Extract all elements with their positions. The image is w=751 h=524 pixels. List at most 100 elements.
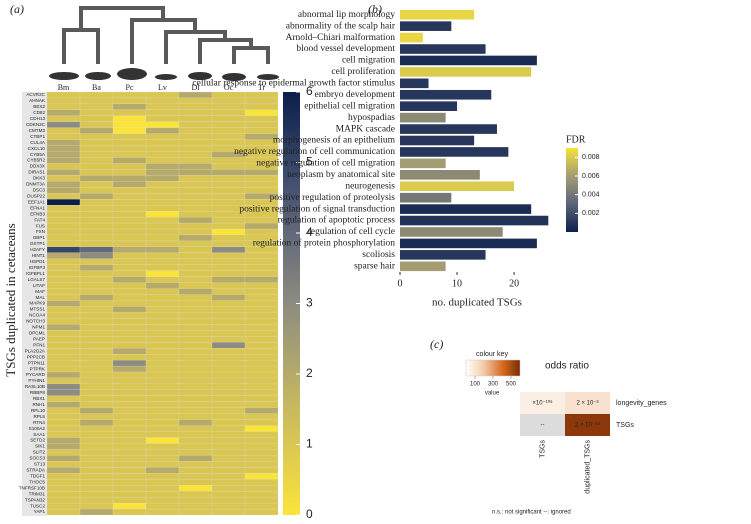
heatmap-cell — [145, 234, 180, 242]
heatmap-cell — [46, 348, 81, 355]
heatmap-cell — [244, 282, 279, 289]
row-label: NCOA4 — [29, 313, 45, 318]
heatmap-cell — [79, 497, 114, 504]
chart-title: odds ratio — [545, 361, 589, 372]
heatmap-cell — [178, 157, 213, 164]
column-label: TSGs — [539, 440, 546, 458]
heatmap-cell — [46, 336, 81, 343]
heatmap-cell — [112, 115, 147, 122]
row-label: BEX2 — [33, 104, 45, 109]
heatmap-cell — [178, 508, 213, 516]
y-tick-label: negative regulation of cell communicatio… — [234, 146, 395, 157]
heatmap-cell — [145, 508, 180, 516]
heatmap-cell — [244, 300, 279, 307]
heatmap-cell — [46, 443, 81, 450]
heatmap-cell — [46, 359, 81, 367]
heatmap-cell — [112, 193, 147, 200]
heatmap-cell — [244, 222, 279, 230]
heatmap-cell — [145, 294, 180, 301]
heatmap-cell — [244, 276, 279, 283]
heatmap-cell — [46, 425, 81, 432]
heatmap-cell — [79, 336, 114, 343]
heatmap-cell — [145, 222, 180, 230]
heatmap-cell — [112, 449, 147, 456]
row-label: MAPK9 — [29, 301, 45, 306]
heatmap-cell — [112, 479, 147, 486]
heatmap-cell — [112, 497, 147, 504]
heatmap-cell — [178, 413, 213, 420]
heatmap-cell — [112, 425, 147, 432]
heatmap-cell — [244, 413, 279, 420]
heatmap-cell — [211, 461, 246, 468]
heatmap-cell — [145, 103, 180, 110]
heatmap-cell — [211, 91, 246, 99]
heatmap-cell — [145, 169, 180, 176]
row-label: STRADA — [26, 468, 46, 473]
heatmap-cell — [46, 312, 81, 319]
heatmap-cell — [145, 461, 180, 468]
heatmap-cell — [178, 270, 213, 277]
heatmap-cell — [79, 246, 114, 253]
heatmap-cell — [178, 127, 213, 134]
heatmap-cell — [79, 145, 114, 152]
y-tick-label: positive regulation of proteolysis — [270, 192, 396, 203]
heatmap-cell — [46, 371, 81, 379]
heatmap-cell — [79, 252, 114, 259]
note: n.s.: not significant --: ignored — [492, 510, 571, 516]
heatmap-cell — [46, 330, 81, 337]
heatmap-cell — [178, 443, 213, 450]
heatmap-cell — [79, 151, 114, 158]
row-label: HSPD1 — [30, 259, 46, 264]
heatmap-cell — [112, 354, 147, 361]
heatmap-cell — [46, 258, 81, 265]
heatmap-cell — [46, 240, 81, 248]
heatmap-cell — [244, 467, 279, 474]
heatmap-cell — [145, 109, 180, 116]
heatmap-cell — [79, 324, 114, 331]
row-label: PFN1 — [33, 342, 45, 347]
cell-label: 2 × 10⁻⁸⁸ — [575, 422, 601, 429]
row-label: FXN — [36, 229, 45, 234]
heatmap-cell — [46, 222, 81, 230]
heatmap-cell — [79, 121, 114, 128]
heatmap-cell — [211, 294, 246, 301]
heatmap-cell — [79, 419, 114, 426]
heatmap-cell — [112, 377, 147, 385]
heatmap-cell — [79, 139, 114, 146]
heatmap-cell — [211, 193, 246, 200]
row-label: MTSS1 — [30, 307, 46, 312]
heatmap-cell — [145, 354, 180, 361]
heatmap-cell — [211, 377, 246, 385]
legend-title: FDR — [566, 134, 586, 145]
heatmap-cell — [178, 169, 213, 176]
heatmap-cell — [46, 383, 81, 390]
heatmap-cell — [178, 109, 213, 116]
y-tick-label: neurogenesis — [345, 181, 395, 191]
heatmap-cell — [46, 199, 81, 206]
y-tick-label: MAPK cascade — [336, 124, 395, 134]
row-label: CYB5A — [30, 152, 46, 157]
heatmap-cell — [211, 508, 246, 516]
heatmap-cell — [211, 181, 246, 188]
heatmap-cell — [244, 449, 279, 456]
row-label: NOTCH3 — [26, 319, 45, 324]
heatmap-cell — [145, 246, 180, 253]
heatmap-cell — [79, 127, 114, 134]
heatmap-cell — [244, 342, 279, 349]
colorbar — [283, 92, 300, 515]
heatmap-cell — [211, 264, 246, 271]
heatmap-cell — [46, 491, 81, 498]
heatmap-cell — [244, 169, 279, 176]
heatmap-cell — [145, 288, 180, 295]
heatmap-cell — [244, 365, 279, 373]
bar — [400, 170, 480, 180]
bar — [400, 21, 452, 31]
heatmap-cell — [178, 288, 213, 295]
colorbar-tick-label: 2 — [306, 366, 313, 380]
heatmap-cell — [178, 318, 213, 325]
heatmap-cell — [178, 187, 213, 194]
heatmap-cell — [178, 467, 213, 474]
heatmap-cell — [178, 139, 213, 146]
heatmap-cell — [112, 324, 147, 331]
heatmap-cell — [145, 181, 180, 188]
